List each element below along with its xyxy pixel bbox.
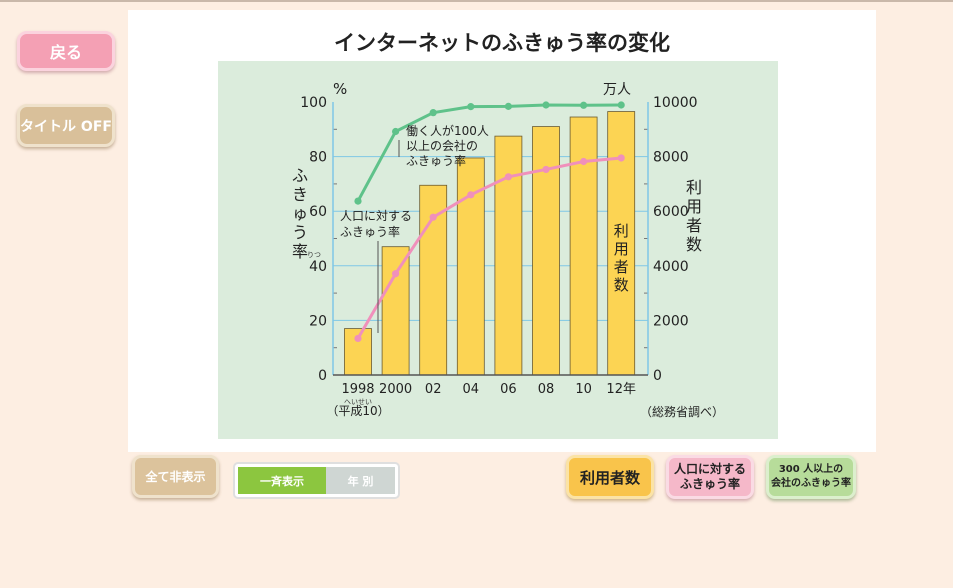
left-tick-label: 20	[309, 313, 327, 329]
right-axis-label-char: 利	[686, 178, 702, 197]
point-population-rate	[504, 173, 512, 181]
window-top-border	[0, 0, 953, 2]
internet-adoption-chart: 100 80 60 40 20 0 10000 8000 6000 4000 2000 0 1998 20…	[218, 61, 778, 439]
point-population-rate	[542, 165, 550, 174]
point-population-rate	[429, 213, 437, 221]
source-label: （総務省調べ）	[640, 405, 724, 419]
x-tick-label: 10	[575, 382, 592, 397]
population-rate-annotation-line: ふきゅう率	[340, 224, 400, 239]
company-rate-label-line1: 300 人以上の	[778, 464, 844, 475]
left-tick-label: 0	[318, 368, 327, 384]
x-tick-label: 2000	[379, 382, 412, 397]
point-company-rate	[504, 102, 512, 110]
left-axis-label-char: き	[292, 185, 308, 204]
x-tick-label: 08	[538, 382, 555, 397]
right-tick-label: 4000	[653, 259, 689, 275]
users-series-button[interactable]: 利用者数	[566, 455, 654, 499]
population-rate-label-line1: 人口に対する	[673, 462, 746, 476]
bar-series-label-char: 数	[614, 276, 629, 294]
mode-all-at-once-button[interactable]: 一斉表示	[238, 467, 326, 494]
x-note-label: （平成10）	[326, 404, 389, 418]
right-axis-label-char: 者	[686, 216, 702, 235]
point-company-rate	[467, 103, 475, 111]
x-tick-label: 04	[463, 382, 480, 397]
display-mode-toggle: 一斉表示 年 別	[233, 462, 400, 499]
chart-area: 100 80 60 40 20 0 10000 8000 6000 4000 2000 0 1998 20…	[218, 61, 778, 439]
company-rate-annotation-line: 働く人が100人	[406, 123, 489, 138]
point-company-rate	[617, 101, 625, 109]
right-axis-label-char: 数	[686, 235, 702, 254]
bar-users	[569, 116, 598, 376]
right-tick-label: 2000	[653, 313, 689, 329]
figure-title: インターネットのふきゅう率の変化	[334, 31, 670, 55]
bar-series-label-char: 者	[614, 258, 629, 276]
hide-all-button[interactable]: 全て非表示	[132, 455, 219, 498]
x-tick-label: 06	[500, 382, 517, 397]
left-unit-label: %	[333, 80, 347, 98]
figure-card: インターネットのふきゅう率の変化 100 80 60 40 20 0 10000 8000 60…	[128, 10, 876, 452]
point-population-rate	[580, 157, 588, 166]
bar-users	[532, 126, 560, 376]
bar-users	[381, 246, 410, 376]
point-company-rate	[392, 127, 400, 136]
title-toggle-button[interactable]: タイトル OFF	[17, 104, 115, 147]
company-rate-annotation-line: 以上の会社の	[406, 138, 478, 153]
right-tick-label: 10000	[653, 95, 698, 111]
left-axis-label-char: ゅ	[292, 204, 308, 223]
right-tick-label: 0	[653, 368, 662, 384]
line-population-rate	[356, 156, 622, 340]
line-company-rate	[356, 103, 622, 202]
x-tick-label: 12年	[606, 382, 636, 397]
left-tick-label: 100	[300, 95, 327, 111]
point-population-rate	[617, 154, 625, 162]
point-company-rate	[580, 101, 588, 109]
x-tick-label: 02	[425, 382, 442, 397]
right-tick-label: 8000	[653, 150, 689, 166]
left-axis-label-char: 率	[292, 242, 308, 261]
right-tick-label: 6000	[653, 204, 689, 220]
bar-series-label-char: 利	[614, 222, 629, 240]
population-rate-annotation-line: 人口に対する	[340, 209, 412, 223]
right-unit-label: 万人	[603, 82, 631, 98]
company-rate-annotation-line: ふきゅう率	[406, 153, 466, 168]
left-tick-label: 60	[309, 204, 327, 220]
left-axis-label-char: ふ	[292, 166, 308, 185]
company-rate-label-line2: 会社のふきゅう率	[771, 478, 851, 489]
left-tick-label: 40	[309, 259, 327, 275]
company-rate-series-button[interactable]: 300 人以上の 会社のふきゅう率	[766, 455, 856, 499]
population-rate-series-button[interactable]: 人口に対する ふきゅう率	[666, 455, 754, 499]
point-population-rate	[392, 270, 400, 278]
point-population-rate	[354, 334, 362, 343]
population-rate-label-line2: ふきゅう率	[679, 477, 740, 491]
point-company-rate	[429, 109, 437, 117]
right-axis-label-char: 用	[686, 197, 702, 216]
left-tick-label: 80	[309, 150, 327, 166]
point-population-rate	[467, 191, 475, 199]
left-axis-label-char: う	[292, 223, 308, 242]
bar-users	[494, 135, 523, 376]
left-axis-label-ruby: りつ	[307, 251, 321, 259]
x-note-ruby: へいせい	[344, 398, 372, 406]
back-button[interactable]: 戻る	[17, 31, 115, 71]
mode-by-year-button[interactable]: 年 別	[326, 467, 395, 494]
point-company-rate	[354, 197, 362, 205]
point-company-rate	[542, 101, 550, 109]
x-tick-label: 1998	[341, 382, 374, 397]
bar-series-label-char: 用	[614, 240, 629, 258]
